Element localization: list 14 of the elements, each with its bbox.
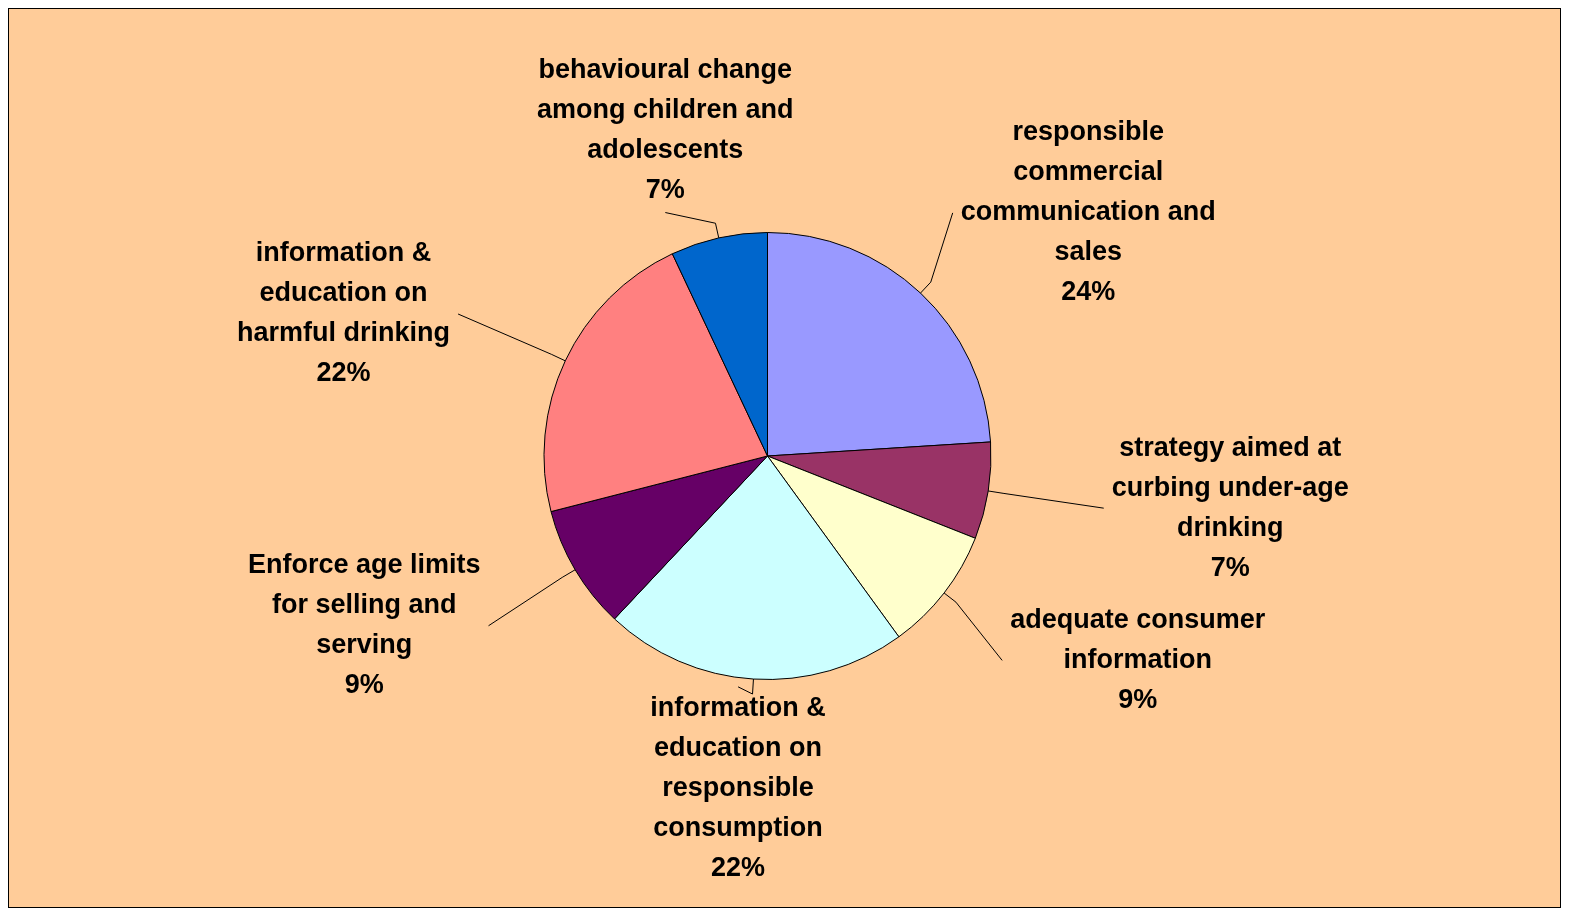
data-label: 7% — [1210, 551, 1250, 582]
data-label: 9% — [344, 669, 384, 700]
data-label: 22% — [711, 852, 766, 883]
data-label: 24% — [1061, 276, 1116, 307]
slice-label: responsible commercial communication and sales — [960, 116, 1216, 267]
slice-label: adequate consumer information — [1010, 603, 1266, 674]
data-label: 22% — [316, 357, 371, 388]
data-label: 9% — [1118, 683, 1158, 714]
slice-label: information & education on responsible consumption — [650, 692, 826, 843]
slice-label: strategy aimed at curbing under-age drinking — [1111, 431, 1349, 542]
slice-label: behavioural change among children and adolescents — [537, 53, 794, 164]
slice-label: information & education on harmful drinking — [237, 237, 451, 348]
slice-label: Enforce age limits for selling and serving — [247, 549, 481, 660]
data-label: 7% — [645, 173, 685, 204]
